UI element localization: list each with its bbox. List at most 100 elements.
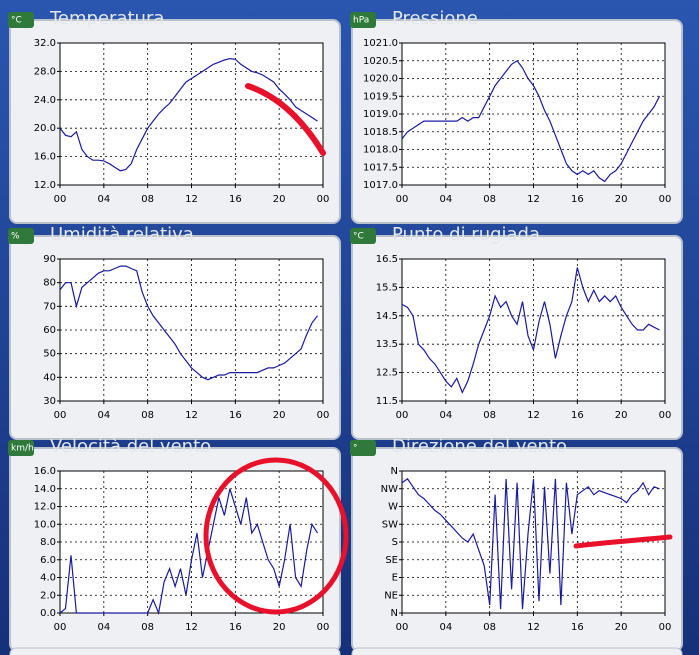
- y-tick-label: W: [388, 502, 398, 513]
- x-tick-label: 12: [527, 410, 540, 421]
- y-tick-label: 16.0: [34, 466, 56, 477]
- x-tick-label: 12: [185, 622, 198, 633]
- y-tick-label: 14.5: [376, 311, 398, 322]
- panel-title: Direzione del vento: [392, 436, 567, 457]
- x-tick-label: 16: [229, 194, 242, 205]
- y-tick-label: 2.0: [40, 590, 56, 601]
- x-tick-label: 00: [317, 194, 330, 205]
- x-tick-label: 20: [615, 194, 628, 205]
- y-tick-label: 1018.5: [363, 127, 398, 138]
- annotation-circle: [203, 457, 349, 615]
- annotation-stroke: [573, 534, 673, 549]
- y-tick-label: 32.0: [34, 38, 56, 49]
- y-tick-label: 90: [43, 254, 56, 265]
- data-line: [401, 478, 660, 610]
- x-tick-label: 00: [54, 622, 67, 633]
- unit-label: °C: [353, 232, 364, 242]
- unit-tab: [350, 440, 376, 456]
- panel-title: Umidità relativa: [50, 224, 194, 245]
- y-tick-label: 20.0: [34, 123, 56, 134]
- y-tick-label: 1020.5: [363, 56, 398, 67]
- x-tick-label: 16: [229, 410, 242, 421]
- panel-title: Temperatura: [49, 8, 164, 29]
- x-tick-label: 20: [615, 622, 628, 633]
- x-tick-label: 08: [141, 622, 154, 633]
- data-line: [401, 267, 660, 395]
- x-tick-label: 00: [659, 194, 672, 205]
- y-tick-label: E: [392, 573, 398, 584]
- y-tick-label: 1019.5: [363, 91, 398, 102]
- y-tick-label: 1018.0: [363, 145, 398, 156]
- x-tick-label: 04: [97, 410, 110, 421]
- y-tick-label: S: [392, 537, 398, 548]
- unit-label: %: [11, 232, 20, 242]
- y-tick-label: 8.0: [40, 537, 56, 548]
- y-tick-label: 1017.0: [363, 180, 398, 191]
- x-tick-label: 00: [54, 410, 67, 421]
- y-tick-label: 16.0: [34, 152, 56, 163]
- cut-panel: [351, 647, 683, 655]
- x-tick-label: 08: [141, 410, 154, 421]
- y-tick-label: 0.0: [40, 608, 56, 619]
- cut-panel: [9, 647, 341, 655]
- y-tick-label: N: [391, 466, 398, 477]
- y-tick-label: 11.5: [376, 396, 398, 407]
- x-tick-label: 04: [439, 622, 452, 633]
- x-tick-label: 04: [439, 194, 452, 205]
- x-tick-label: 12: [527, 194, 540, 205]
- x-tick-label: 00: [396, 622, 409, 633]
- x-tick-label: 08: [141, 194, 154, 205]
- panel-title: Velocità del vento: [50, 436, 211, 457]
- y-tick-label: 14.0: [34, 484, 56, 495]
- panel-title: Pressione: [392, 8, 478, 29]
- x-tick-label: 12: [185, 194, 198, 205]
- x-tick-label: 00: [659, 622, 672, 633]
- x-tick-label: 08: [483, 622, 496, 633]
- y-tick-label: 10.0: [34, 519, 56, 530]
- data-line: [59, 265, 318, 381]
- y-tick-label: NE: [384, 590, 398, 601]
- unit-label: °: [353, 444, 358, 454]
- y-tick-label: 6.0: [40, 555, 56, 566]
- y-tick-label: 12.5: [376, 368, 398, 379]
- y-tick-label: NW: [381, 484, 398, 495]
- y-tick-label: 50: [43, 349, 56, 360]
- unit-tab: [8, 12, 34, 28]
- x-tick-label: 20: [615, 410, 628, 421]
- y-tick-label: 40: [43, 372, 56, 383]
- x-tick-label: 16: [229, 622, 242, 633]
- data-line: [59, 57, 318, 172]
- y-tick-label: SW: [382, 519, 398, 530]
- x-tick-label: 20: [273, 410, 286, 421]
- data-line: [59, 488, 319, 616]
- unit-label: km/h: [11, 444, 34, 454]
- x-tick-label: 00: [317, 410, 330, 421]
- x-tick-label: 16: [571, 410, 584, 421]
- panels: °C Temperatura 12.0 16.0 20.0 24.0 28.0 32.0 00 0…: [8, 8, 683, 652]
- x-tick-label: 16: [571, 194, 584, 205]
- y-tick-label: 1019.0: [363, 109, 398, 120]
- y-tick-label: 28.0: [34, 66, 56, 77]
- unit-tab: [8, 440, 34, 456]
- unit-label: °C: [11, 16, 22, 26]
- y-tick-label: 15.5: [376, 282, 398, 293]
- y-tick-label: SE: [385, 555, 398, 566]
- y-tick-label: 13.5: [376, 339, 398, 350]
- y-tick-label: 12.0: [34, 180, 56, 191]
- y-tick-label: 12.0: [34, 502, 56, 513]
- x-tick-label: 00: [317, 622, 330, 633]
- x-tick-label: 04: [97, 194, 110, 205]
- y-tick-label: 30: [43, 396, 56, 407]
- y-tick-label: 16.5: [376, 254, 398, 265]
- x-tick-label: 00: [396, 194, 409, 205]
- y-tick-label: 4.0: [40, 573, 56, 584]
- y-tick-label: 60: [43, 325, 56, 336]
- x-tick-label: 20: [273, 622, 286, 633]
- unit-tab: [350, 228, 376, 244]
- x-tick-label: 00: [659, 410, 672, 421]
- x-tick-label: 08: [483, 410, 496, 421]
- y-tick-label: 1020.0: [363, 74, 398, 85]
- panel-title: Punto di rugiada: [392, 224, 540, 245]
- x-tick-label: 08: [483, 194, 496, 205]
